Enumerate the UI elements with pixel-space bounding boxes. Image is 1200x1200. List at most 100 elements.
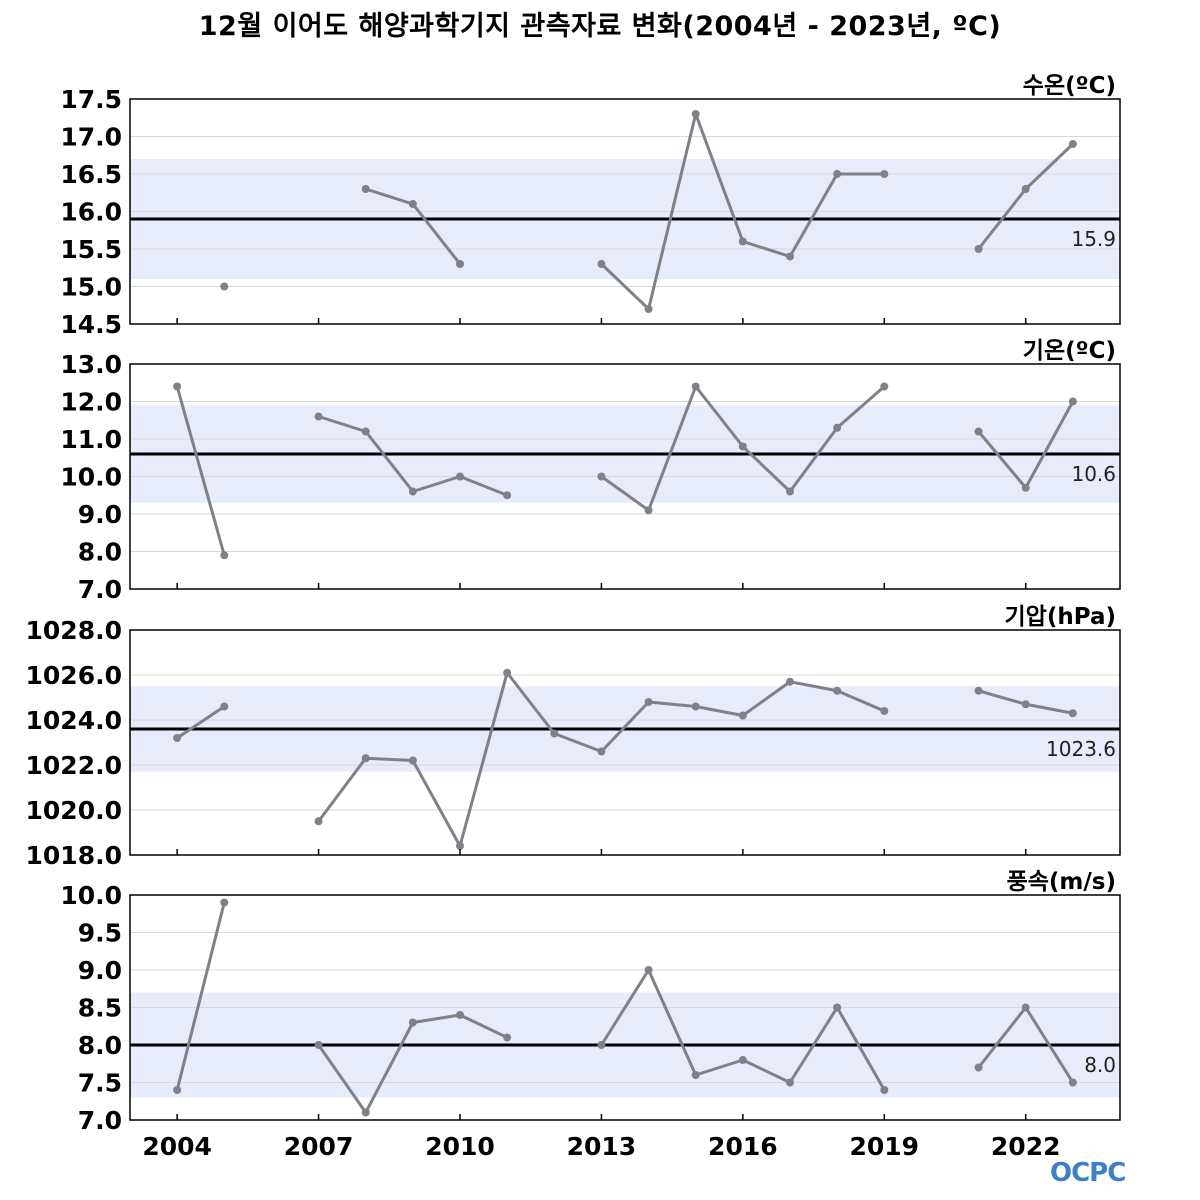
data-point: [880, 707, 889, 715]
data-point: [974, 427, 983, 436]
y-tick-label: 8.0: [78, 1031, 122, 1060]
y-tick-label: 9.0: [78, 500, 122, 529]
data-point: [408, 200, 417, 208]
x-tick-label: 2022: [991, 1132, 1061, 1161]
mean-value-label: 8.0: [1084, 1053, 1116, 1077]
data-point: [173, 382, 182, 391]
y-tick-label: 10.0: [60, 881, 122, 910]
mean-value-label: 15.9: [1071, 227, 1116, 251]
y-tick-label: 8.5: [78, 994, 122, 1023]
data-point: [691, 110, 700, 118]
data-point: [1021, 185, 1030, 193]
data-point: [220, 282, 229, 291]
data-point: [314, 1041, 323, 1049]
data-point: [173, 1086, 182, 1094]
y-tick-label: 1020.0: [26, 796, 122, 825]
data-point: [974, 245, 983, 253]
data-point: [974, 1063, 983, 1072]
data-point: [408, 756, 417, 765]
panel-label: 풍속(m/s): [1007, 869, 1116, 895]
data-point: [597, 472, 606, 481]
data-point: [456, 472, 464, 481]
y-tick-label: 7.0: [78, 575, 122, 604]
data-point: [833, 423, 842, 432]
data-point: [597, 260, 606, 268]
data-point: [361, 1108, 370, 1117]
y-tick-label: 15.0: [60, 273, 122, 302]
y-tick-label: 9.0: [78, 956, 122, 985]
y-tick-label: 12.0: [60, 388, 122, 417]
data-point: [833, 686, 842, 695]
data-point: [738, 237, 747, 246]
data-point: [456, 1011, 464, 1019]
panel-frame: [129, 363, 1121, 590]
y-tick-label: 8.0: [78, 538, 122, 567]
data-point: [1021, 483, 1030, 492]
data-point: [597, 1041, 606, 1049]
y-tick-label: 13.0: [60, 350, 122, 379]
data-point: [786, 252, 794, 261]
data-point: [456, 842, 464, 850]
data-point: [738, 442, 747, 451]
data-point: [974, 686, 983, 695]
data-point: [314, 817, 323, 826]
data-point: [1068, 709, 1077, 718]
y-tick-label: 1028.0: [26, 616, 122, 645]
y-tick-label: 16.0: [60, 198, 122, 227]
data-point: [880, 170, 889, 178]
data-point: [691, 382, 700, 391]
chart-title: 12월 이어도 해양과학기지 관측자료 변화(2004년 - 2023년, ºC…: [198, 11, 1002, 42]
data-point: [691, 702, 700, 711]
y-tick-label: 10.0: [60, 463, 122, 492]
data-point: [361, 427, 370, 436]
data-point: [503, 668, 512, 677]
data-point: [597, 747, 606, 756]
y-tick-label: 15.5: [60, 235, 122, 264]
data-point: [644, 966, 653, 974]
data-point: [880, 382, 889, 391]
data-point: [1021, 1003, 1030, 1012]
data-point: [833, 170, 842, 178]
y-tick-label: 14.5: [60, 310, 122, 339]
x-tick-label: 2013: [567, 1132, 637, 1161]
panel-3: 7.0 7.5 8.0 8.5 9.0 9.5 10.0 8.0 풍속(m/s): [60, 869, 1121, 1135]
data-point: [503, 491, 512, 500]
mean-value-label: 1023.6: [1046, 737, 1116, 761]
panel-label: 기온(ºC): [1023, 338, 1116, 364]
data-point: [408, 1018, 417, 1027]
panel-frame: [129, 629, 1121, 856]
panel-label: 기압(hPa): [1005, 604, 1116, 630]
ocpc-logo: OCPC: [1050, 1158, 1126, 1188]
data-point: [173, 734, 182, 742]
x-tick-label: 2016: [708, 1132, 778, 1161]
data-point: [361, 185, 370, 193]
panel-0: 14.5 15.0 15.5 16.0 16.5 17.0 17.5 15.9 수온(ºC): [60, 73, 1121, 339]
data-point: [1068, 397, 1077, 406]
data-point: [550, 729, 559, 738]
y-tick-label: 7.0: [78, 1106, 122, 1135]
y-tick-label: 9.5: [78, 919, 122, 948]
panel-1: 7.0 8.0 9.0 10.0 11.0 12.0 13.0 10.6 기온(ºC): [60, 338, 1121, 604]
panel-frame: [129, 894, 1121, 1121]
y-tick-label: 7.5: [78, 1069, 122, 1098]
data-point: [738, 1056, 747, 1064]
data-point: [456, 260, 464, 268]
data-point: [644, 305, 653, 313]
x-tick-label: 2007: [284, 1132, 354, 1161]
x-tick-label: 2004: [142, 1132, 212, 1161]
data-point: [503, 1033, 512, 1042]
series-line: [175, 386, 226, 556]
data-point: [786, 1078, 794, 1087]
series-line: [175, 902, 226, 1091]
data-point: [220, 898, 229, 907]
data-point: [408, 487, 417, 496]
y-tick-label: 1018.0: [26, 841, 122, 870]
y-tick-label: 1024.0: [26, 706, 122, 735]
data-point: [786, 677, 794, 686]
x-tick-label: 2010: [425, 1132, 495, 1161]
data-point: [1021, 700, 1030, 709]
x-tick-label: 2019: [849, 1132, 919, 1161]
mean-value-label: 10.6: [1071, 462, 1116, 486]
y-tick-label: 1026.0: [26, 661, 122, 690]
